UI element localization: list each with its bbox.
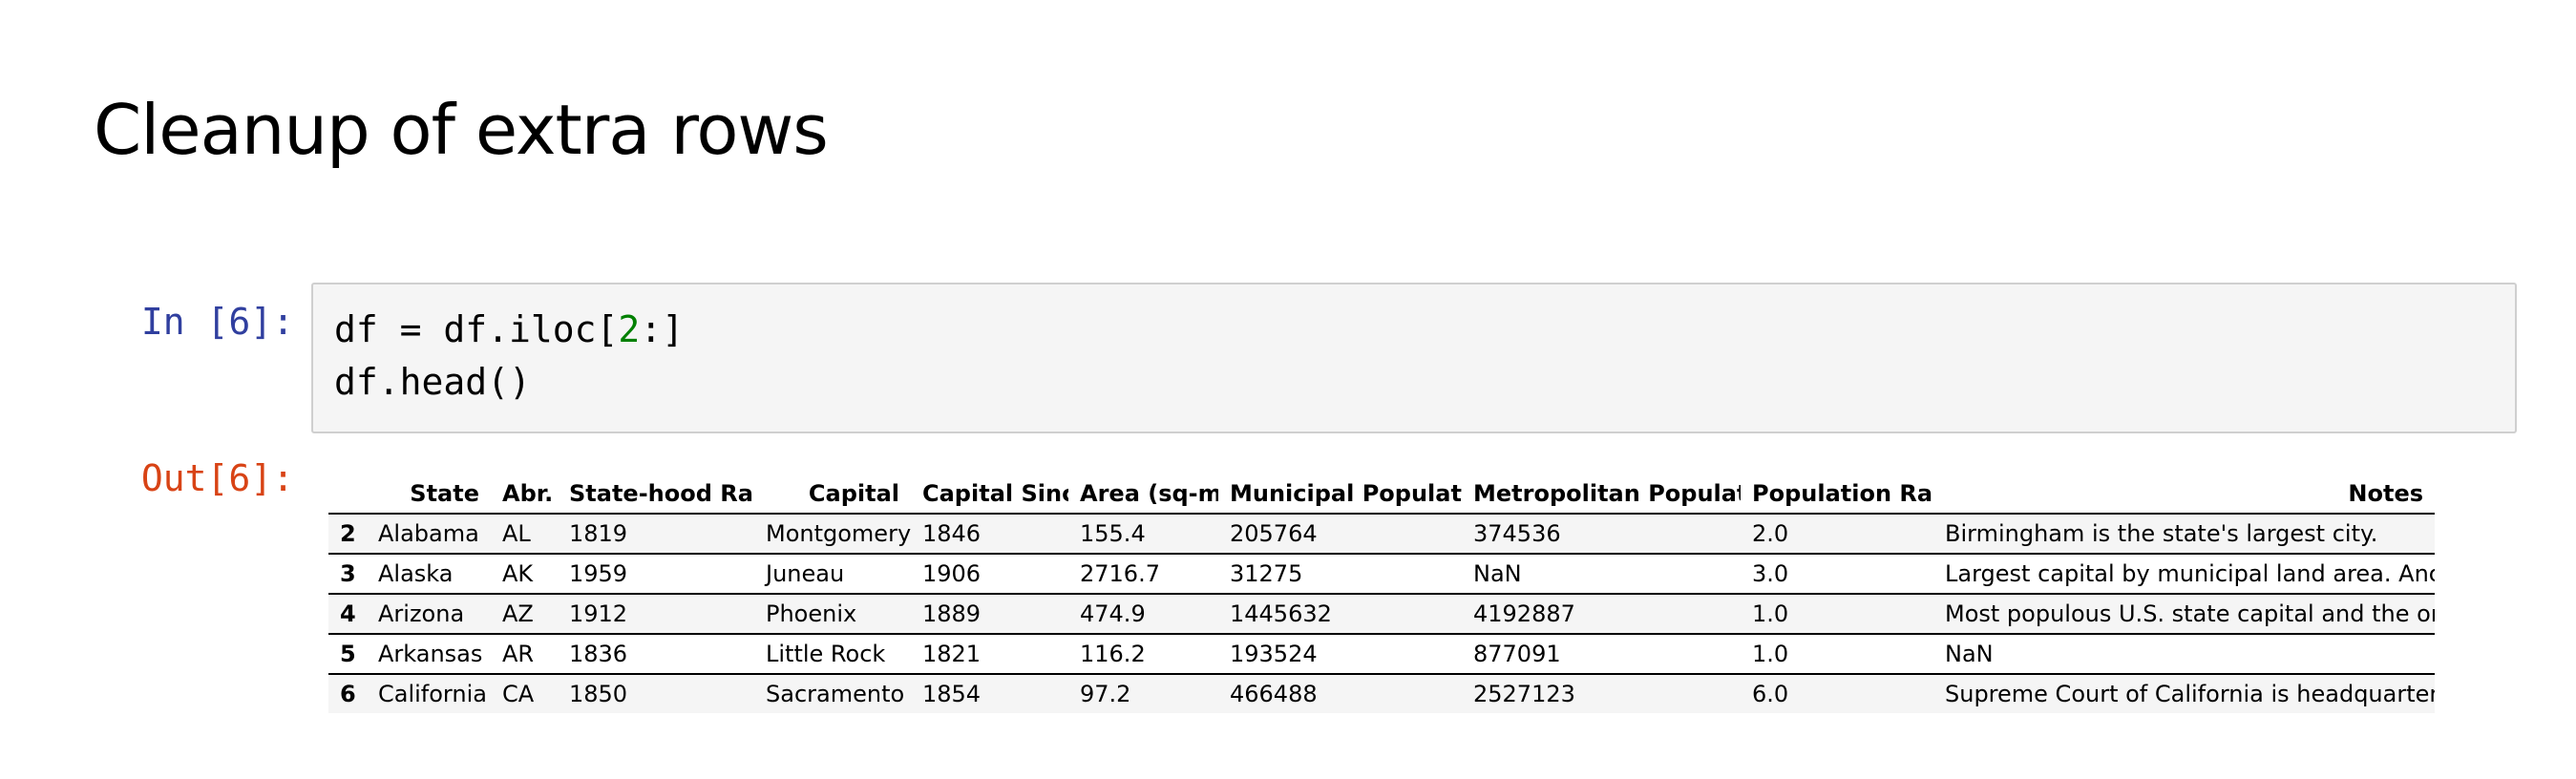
row-index: 2 (340, 520, 356, 547)
table-cell: 1850 (569, 681, 628, 707)
table-cell: AK (502, 560, 534, 587)
table-cell: CA (502, 681, 535, 707)
table-cell: California (378, 681, 487, 707)
input-prompt: In [6]: (140, 301, 294, 343)
table-cell: Little Rock (766, 641, 886, 667)
table-cell: 116.2 (1080, 641, 1146, 667)
table-row: 2 Alabama AL 1819 Montgomery 1846 155.4 … (328, 514, 2435, 554)
section-heading: Cleanup of extra rows (94, 90, 829, 170)
table-cell: NaN (1473, 560, 1522, 587)
table-cell: Juneau (766, 560, 845, 587)
column-header: Metropolitan Population (1462, 474, 1741, 515)
table-cell: 3.0 (1752, 560, 1789, 587)
row-index: 6 (340, 681, 356, 707)
table-cell: 193524 (1230, 641, 1318, 667)
table-cell: AZ (502, 600, 534, 627)
table-cell: Largest capital by municipal land area. … (1945, 560, 2435, 587)
table-cell: 1906 (922, 560, 982, 587)
row-index: 3 (340, 560, 356, 587)
table-cell: 1854 (922, 681, 982, 707)
table-cell: Arkansas (378, 641, 483, 667)
column-header: Population Rank (1741, 474, 1933, 515)
table-cell: 2716.7 (1080, 560, 1160, 587)
table-cell: 6.0 (1752, 681, 1789, 707)
table-cell: 1821 (922, 641, 982, 667)
column-header: State-hood Rank (558, 474, 754, 515)
table-cell: AR (502, 641, 535, 667)
table-cell: 1889 (922, 600, 982, 627)
table-cell: 466488 (1230, 681, 1318, 707)
table-cell: 4192887 (1473, 600, 1575, 627)
table-cell: 205764 (1230, 520, 1318, 547)
column-header: Abr. (491, 474, 558, 515)
output-prompt: Out[6]: (140, 457, 294, 499)
table-cell: Montgomery (766, 520, 911, 547)
table-cell: 474.9 (1080, 600, 1146, 627)
code-text: df = df.iloc[ (334, 308, 619, 350)
table-cell: 1846 (922, 520, 982, 547)
table-cell: Sacramento (766, 681, 905, 707)
dataframe-table: State Abr. State-hood Rank Capital Capit… (328, 474, 2435, 713)
code-line: df = df.iloc[2:] (334, 311, 684, 347)
column-header: Area (sq-mi) (1068, 474, 1218, 515)
column-header-index (328, 474, 367, 515)
table-row: 6 California CA 1850 Sacramento 1854 97.… (328, 674, 2435, 713)
table-row: 5 Arkansas AR 1836 Little Rock 1821 116.… (328, 634, 2435, 674)
table-cell: 2527123 (1473, 681, 1575, 707)
column-header: Notes (1933, 474, 2435, 515)
table-cell: NaN (1945, 641, 1994, 667)
table-cell: 1.0 (1752, 600, 1789, 627)
code-cell-editor[interactable]: df = df.iloc[2:] df.head() (311, 283, 2517, 433)
table-cell: Supreme Court of California is headquart… (1945, 681, 2435, 707)
table-row: 4 Arizona AZ 1912 Phoenix 1889 474.9 144… (328, 594, 2435, 634)
table-cell: Most populous U.S. state capital and the… (1945, 600, 2435, 627)
table-cell: 374536 (1473, 520, 1561, 547)
table-cell: 1912 (569, 600, 628, 627)
table-cell: Alabama (378, 520, 479, 547)
table-header-row: State Abr. State-hood Rank Capital Capit… (328, 474, 2435, 515)
code-line: df.head() (334, 361, 531, 403)
table-cell: 97.2 (1080, 681, 1131, 707)
table-cell: 1819 (569, 520, 628, 547)
table-cell: 1836 (569, 641, 628, 667)
code-number-literal: 2 (618, 308, 641, 350)
column-header: Capital (754, 474, 911, 515)
table-cell: Birmingham is the state's largest city. (1945, 520, 2378, 547)
table-cell: 1959 (569, 560, 628, 587)
table-cell: Phoenix (766, 600, 857, 627)
table-cell: 2.0 (1752, 520, 1789, 547)
table-row: 3 Alaska AK 1959 Juneau 1906 2716.7 3127… (328, 554, 2435, 594)
table-cell: 1.0 (1752, 641, 1789, 667)
row-index: 4 (340, 600, 356, 627)
column-header: Capital Since (911, 474, 1068, 515)
table-cell: 1445632 (1230, 600, 1332, 627)
column-header: Municipal Population (1218, 474, 1462, 515)
row-index: 5 (340, 641, 356, 667)
table-cell: Arizona (378, 600, 465, 627)
table-cell: 31275 (1230, 560, 1303, 587)
code-text: :] (640, 308, 685, 350)
column-header: State (367, 474, 491, 515)
table-cell: 877091 (1473, 641, 1561, 667)
table-cell: AL (502, 520, 531, 547)
table-cell: Alaska (378, 560, 454, 587)
table-cell: 155.4 (1080, 520, 1146, 547)
